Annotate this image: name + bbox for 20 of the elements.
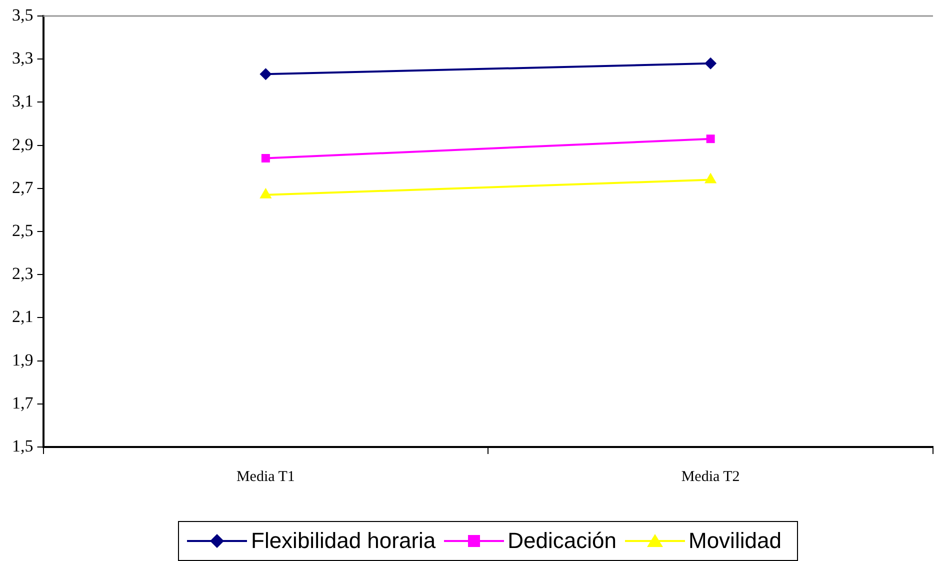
y-tick-label: 3,5 [12, 5, 34, 24]
point [704, 57, 717, 70]
legend-label: Movilidad [688, 528, 782, 554]
legend-label: Flexibilidad horaria [251, 528, 436, 554]
y-tick-label: 1,9 [12, 350, 34, 370]
y-tick-label: 2,3 [12, 264, 34, 284]
point [260, 68, 272, 80]
point [261, 154, 270, 162]
y-tick-label: 3,1 [12, 92, 34, 111]
legend-label: Dedicación [508, 528, 616, 554]
y-tick-label: 3,3 [12, 48, 34, 68]
y-tick-label: 2,1 [12, 307, 34, 326]
x-tick-label: Media T1 [236, 468, 295, 485]
y-tick-label: 2,9 [12, 134, 34, 154]
x-tick-label: Media T2 [681, 468, 740, 485]
y-tick-label: 2,5 [12, 220, 34, 240]
y-tick-label: 2,7 [12, 178, 34, 197]
y-tick-label: 1,5 [12, 436, 34, 456]
y-tick-label: 1,7 [12, 393, 34, 412]
point [706, 134, 715, 144]
